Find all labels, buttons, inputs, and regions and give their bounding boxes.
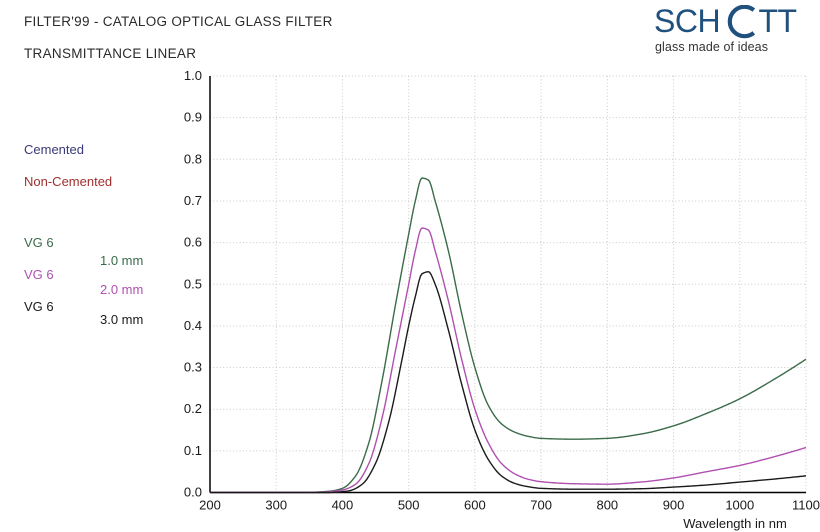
- svg-text:0.5: 0.5: [184, 276, 202, 291]
- svg-text:0.2: 0.2: [184, 401, 202, 416]
- svg-text:200: 200: [199, 498, 221, 513]
- svg-text:0.6: 0.6: [184, 235, 202, 250]
- svg-text:0.7: 0.7: [184, 193, 202, 208]
- svg-text:400: 400: [332, 498, 354, 513]
- svg-text:0.1: 0.1: [184, 443, 202, 458]
- svg-text:0.4: 0.4: [184, 318, 202, 333]
- svg-text:0.8: 0.8: [184, 151, 202, 166]
- svg-text:1.0: 1.0: [184, 68, 202, 83]
- svg-text:1100: 1100: [792, 498, 820, 513]
- svg-text:0.9: 0.9: [184, 110, 202, 125]
- svg-text:300: 300: [265, 498, 287, 513]
- svg-text:500: 500: [398, 498, 420, 513]
- svg-text:1000: 1000: [725, 498, 754, 513]
- svg-text:700: 700: [530, 498, 552, 513]
- svg-text:800: 800: [596, 498, 618, 513]
- svg-text:0.3: 0.3: [184, 360, 202, 375]
- svg-text:900: 900: [663, 498, 685, 513]
- svg-text:Wavelength in nm: Wavelength in nm: [683, 516, 787, 531]
- svg-text:600: 600: [464, 498, 486, 513]
